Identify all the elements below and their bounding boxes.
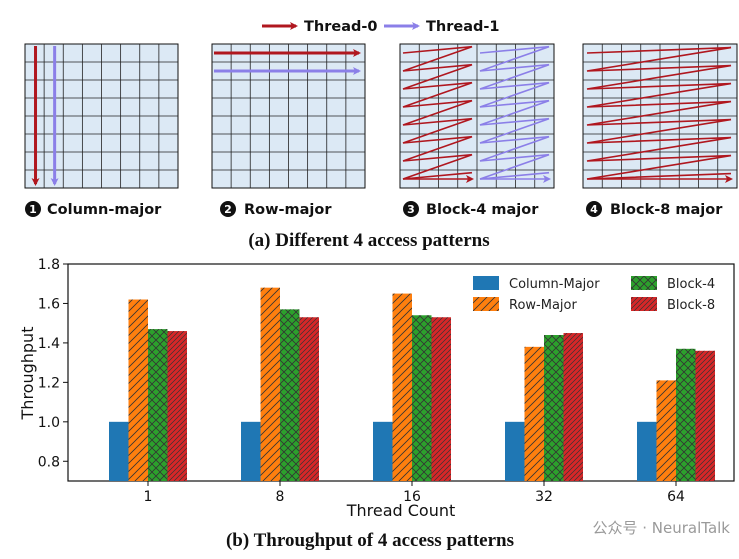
legend-label: Block-8 [667, 298, 715, 313]
y-tick-label: 1.0 [38, 415, 60, 431]
legend-label: Column-Major [509, 277, 600, 292]
pattern-labels: 1 Column-major 2 Row-major 3 Block-4 maj… [25, 201, 723, 218]
bars [109, 287, 715, 481]
throughput-chart: 0.8 1.0 1.2 1.4 1.6 1.8 1 8 16 32 64 Throughput T… [18, 257, 735, 520]
caption-b: (b) Throughput of 4 access patterns [226, 530, 514, 551]
bar-hatch-row-major-1 [128, 299, 148, 481]
pattern-name: Column-major [47, 202, 162, 218]
y-axis-title: Throughput [18, 327, 37, 421]
number-badge-text: 1 [29, 203, 37, 216]
bar-column-major-16 [373, 421, 393, 481]
y-tick-label: 0.8 [38, 454, 60, 470]
bar-hatch-row-major-64 [656, 380, 676, 481]
bar-column-major-8 [241, 421, 261, 481]
number-badge [403, 201, 419, 217]
legend-item-column-major: Column-Major [473, 276, 600, 292]
x-tick-label: 32 [535, 489, 553, 505]
x-axis-ticks: 1 8 16 32 64 [144, 481, 685, 505]
legend-label: Row-Major [509, 298, 577, 313]
x-tick-label: 8 [276, 489, 285, 505]
caption-a: (a) Different 4 access patterns [248, 230, 489, 251]
pattern-name: Row-major [244, 202, 332, 218]
bar-hatch-block-4-16 [412, 315, 432, 481]
bar-hatch-block-4-32 [544, 335, 564, 481]
bar-column-major-32 [505, 421, 525, 481]
thread-0-zigzag [402, 45, 473, 180]
x-tick-label: 16 [403, 489, 421, 505]
legend-item-block-4: Block-4 [631, 276, 715, 292]
legend-swatch [473, 276, 499, 290]
pattern-label-row-major: 2 Row-major [220, 201, 332, 218]
y-tick-label: 1.4 [38, 336, 60, 352]
bar-hatch-row-major-32 [524, 346, 544, 481]
column-major-grid [24, 43, 179, 189]
y-tick-label: 1.6 [38, 296, 60, 312]
legend-swatch-hatch [631, 297, 657, 311]
x-axis-title: Thread Count [346, 501, 456, 520]
y-tick-label: 1.8 [38, 257, 60, 273]
bar-hatch-block-4-1 [148, 329, 168, 481]
watermark: 公众号 · NeuralTalk [592, 519, 730, 537]
pattern-name: Block-8 major [610, 202, 723, 218]
legend-swatch-hatch [473, 297, 499, 311]
bar-column-major-1 [109, 421, 129, 481]
x-tick-label: 1 [144, 489, 153, 505]
legend-swatch-hatch [631, 276, 657, 290]
number-badge-text: 4 [590, 203, 598, 216]
thread-0-legend-label: Thread-0 [304, 19, 377, 35]
pattern-name: Block-4 major [426, 202, 539, 218]
thread-legend: Thread-0 Thread-1 [262, 19, 499, 35]
pattern-label-block-8-major: 4 Block-8 major [586, 201, 723, 218]
legend-item-block-8: Block-8 [631, 297, 715, 313]
number-badge [25, 201, 41, 217]
chart-legend: Column-Major Row-Major Block-4 Block-8 [473, 276, 715, 313]
block-4-major-grid [399, 43, 555, 189]
bar-hatch-block-4-64 [676, 348, 696, 481]
bar-hatch-block-8-8 [299, 317, 319, 481]
bar-hatch-row-major-8 [260, 287, 280, 481]
access-pattern-grids [24, 43, 738, 189]
pattern-label-block-4-major: 3 Block-4 major [403, 201, 539, 218]
bar-hatch-block-4-8 [280, 309, 300, 481]
thread-0-zigzag [586, 46, 732, 180]
row-major-grid [211, 43, 366, 189]
block-8-major-grid [582, 43, 738, 189]
thread-1-zigzag [479, 45, 550, 180]
y-axis-ticks: 0.8 1.0 1.2 1.4 1.6 1.8 [38, 257, 68, 470]
bar-column-major-64 [637, 421, 657, 481]
number-badge-text: 3 [407, 203, 415, 216]
number-badge [586, 201, 602, 217]
legend-label: Block-4 [667, 277, 715, 292]
bar-hatch-block-8-32 [563, 333, 583, 481]
bar-hatch-block-8-16 [431, 317, 451, 481]
number-badge-text: 2 [224, 203, 232, 216]
legend-item-row-major: Row-Major [473, 297, 577, 313]
number-badge [220, 201, 236, 217]
y-tick-label: 1.2 [38, 375, 60, 391]
thread-1-legend-label: Thread-1 [426, 19, 499, 35]
x-tick-label: 64 [667, 489, 685, 505]
bar-hatch-block-8-64 [695, 350, 715, 481]
bar-hatch-row-major-16 [392, 293, 412, 481]
pattern-label-column-major: 1 Column-major [25, 201, 162, 218]
bar-hatch-block-8-1 [167, 331, 187, 481]
